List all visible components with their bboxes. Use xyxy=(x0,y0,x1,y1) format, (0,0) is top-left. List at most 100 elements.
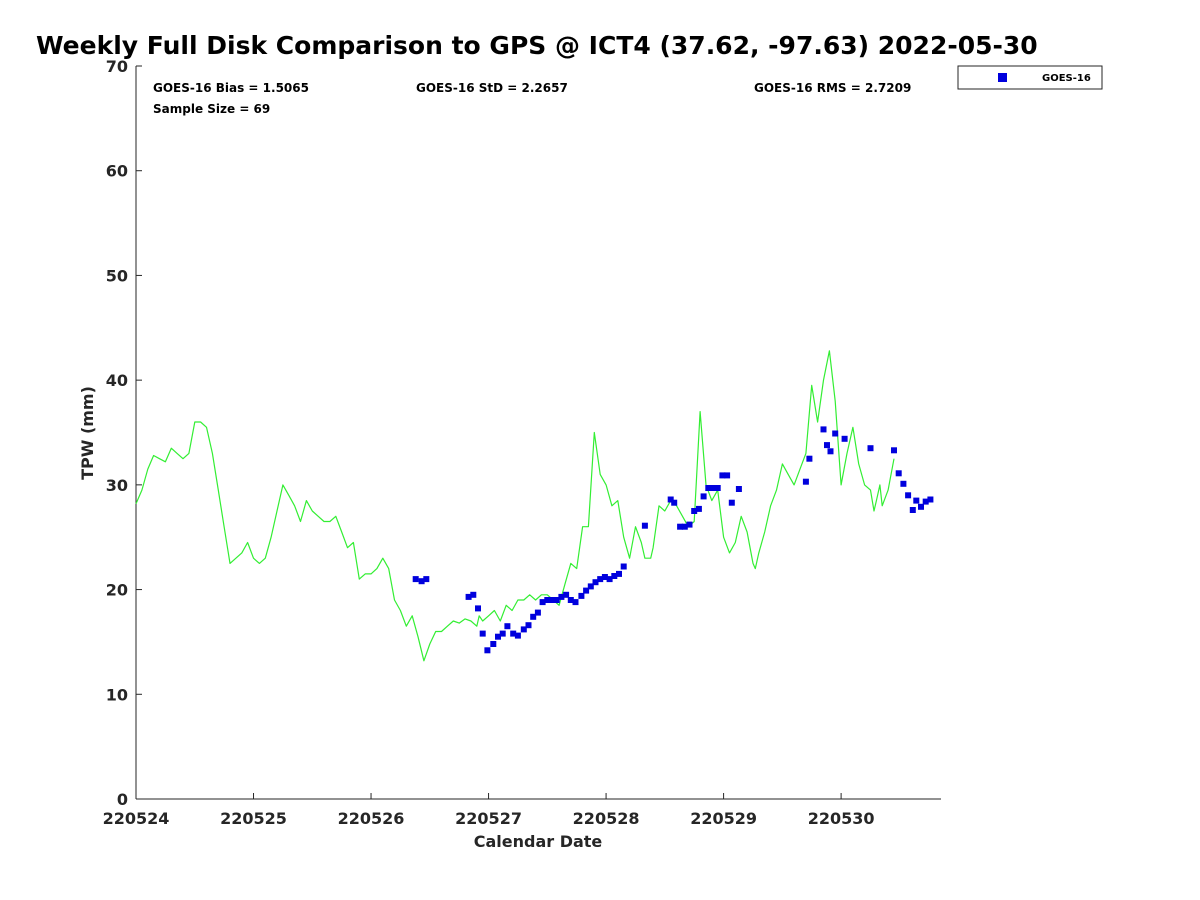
goes16-point xyxy=(583,587,590,594)
x-tick-label: 220525 xyxy=(220,809,287,828)
goes16-point xyxy=(499,630,506,637)
goes16-point xyxy=(671,499,678,506)
plot-background xyxy=(136,66,941,799)
y-tick-label: 30 xyxy=(106,476,128,495)
goes16-point xyxy=(567,597,574,603)
goes16-point xyxy=(724,472,731,479)
goes16-point xyxy=(641,522,648,529)
sample-size-stat: Sample Size = 69 xyxy=(153,102,270,116)
goes16-point xyxy=(490,641,497,647)
goes16-point xyxy=(918,503,924,510)
legend-marker-goes16 xyxy=(998,73,1007,82)
y-tick-label: 60 xyxy=(106,162,128,181)
goes16-point xyxy=(544,597,551,603)
goes16-point xyxy=(710,485,716,491)
goes16-point xyxy=(714,485,721,491)
goes16-point xyxy=(891,447,897,454)
goes16-point xyxy=(616,570,622,577)
goes16-point xyxy=(681,523,688,530)
goes16-point xyxy=(606,576,613,583)
goes16-point xyxy=(927,496,934,503)
goes16-point xyxy=(592,579,599,586)
goes16-point xyxy=(719,472,726,479)
goes16-point xyxy=(423,576,430,583)
goes16-point xyxy=(735,486,742,492)
goes16-point xyxy=(705,485,712,491)
goes16-point xyxy=(601,574,608,580)
goes16-point xyxy=(620,563,627,570)
plot-area xyxy=(135,66,941,800)
x-tick-label: 220530 xyxy=(808,809,875,828)
goes16-point xyxy=(909,507,916,513)
goes16-point xyxy=(867,445,874,452)
goes16-point xyxy=(802,478,809,485)
goes16-point xyxy=(677,523,684,530)
y-tick-label: 40 xyxy=(106,371,128,390)
goes16-point xyxy=(470,591,477,598)
goes16-point xyxy=(558,593,565,600)
x-tick-label: 220526 xyxy=(338,809,405,828)
y-tick-label: 10 xyxy=(106,685,128,704)
series-layer xyxy=(135,350,934,662)
goes16-point xyxy=(514,632,521,639)
goes16-point xyxy=(686,521,693,528)
goes16-point xyxy=(475,605,481,612)
goes16-point xyxy=(728,499,735,506)
goes16-point xyxy=(900,480,907,487)
goes16-point xyxy=(465,593,472,600)
goes16-point xyxy=(479,630,486,637)
x-tick-label: 220524 xyxy=(103,809,170,828)
y-tick-label: 50 xyxy=(106,266,128,285)
goes16-point xyxy=(418,578,425,585)
rms-stat: GOES-16 RMS = 2.7209 xyxy=(754,81,911,95)
chart-title: Weekly Full Disk Comparison to GPS @ ICT… xyxy=(36,31,1038,60)
goes16-point xyxy=(484,647,491,654)
goes16-point xyxy=(520,626,527,633)
goes16-point xyxy=(913,497,920,504)
y-axis-label: TPW (mm) xyxy=(78,386,97,480)
goes16-point xyxy=(504,623,511,630)
goes16-point xyxy=(820,426,827,433)
goes16-point xyxy=(700,493,707,500)
goes16-point xyxy=(572,599,579,606)
goes16-point xyxy=(695,505,702,512)
goes16-point xyxy=(549,597,555,603)
goes16-point xyxy=(905,492,912,499)
legend-box xyxy=(957,65,1103,90)
goes16-point xyxy=(525,622,532,629)
goes16-point xyxy=(922,498,929,505)
goes16-point xyxy=(530,613,537,620)
x-tick-label: 220527 xyxy=(455,809,522,828)
goes16-point xyxy=(841,435,848,442)
goes16-point xyxy=(563,591,570,598)
goes16-point xyxy=(827,448,834,455)
goes16-point xyxy=(832,430,839,437)
y-tick-label: 0 xyxy=(117,790,128,809)
legend: GOES-16 xyxy=(957,65,1103,90)
x-axis-label: Calendar Date xyxy=(474,832,603,851)
y-tick-label: 20 xyxy=(106,581,128,600)
goes16-point xyxy=(806,455,813,462)
legend-label-goes16: GOES-16 xyxy=(1042,73,1091,84)
goes16-point xyxy=(539,599,546,606)
goes16-point xyxy=(510,630,517,637)
goes16-point xyxy=(412,576,419,583)
goes16-point xyxy=(587,583,594,590)
goes16-point xyxy=(597,576,604,583)
goes16-point xyxy=(895,470,902,477)
goes16-point xyxy=(534,609,541,616)
goes16-point xyxy=(611,573,618,579)
goes16-point xyxy=(691,508,698,514)
goes16-point xyxy=(495,633,501,640)
x-tick-label: 220529 xyxy=(690,809,757,828)
bias-stat: GOES-16 Bias = 1.5065 xyxy=(153,81,309,95)
y-ticks: 0 10 20 30 40 50 60 70 xyxy=(106,57,142,809)
goes16-point xyxy=(553,597,560,603)
goes16-point xyxy=(824,442,830,449)
x-tick-label: 220528 xyxy=(573,809,640,828)
y-tick-label: 70 xyxy=(106,57,128,76)
goes16-point xyxy=(578,592,585,599)
x-ticks: 220524 220525 220526 220527 220528 220529 2205… xyxy=(103,793,875,828)
gps-series-line xyxy=(135,350,895,662)
